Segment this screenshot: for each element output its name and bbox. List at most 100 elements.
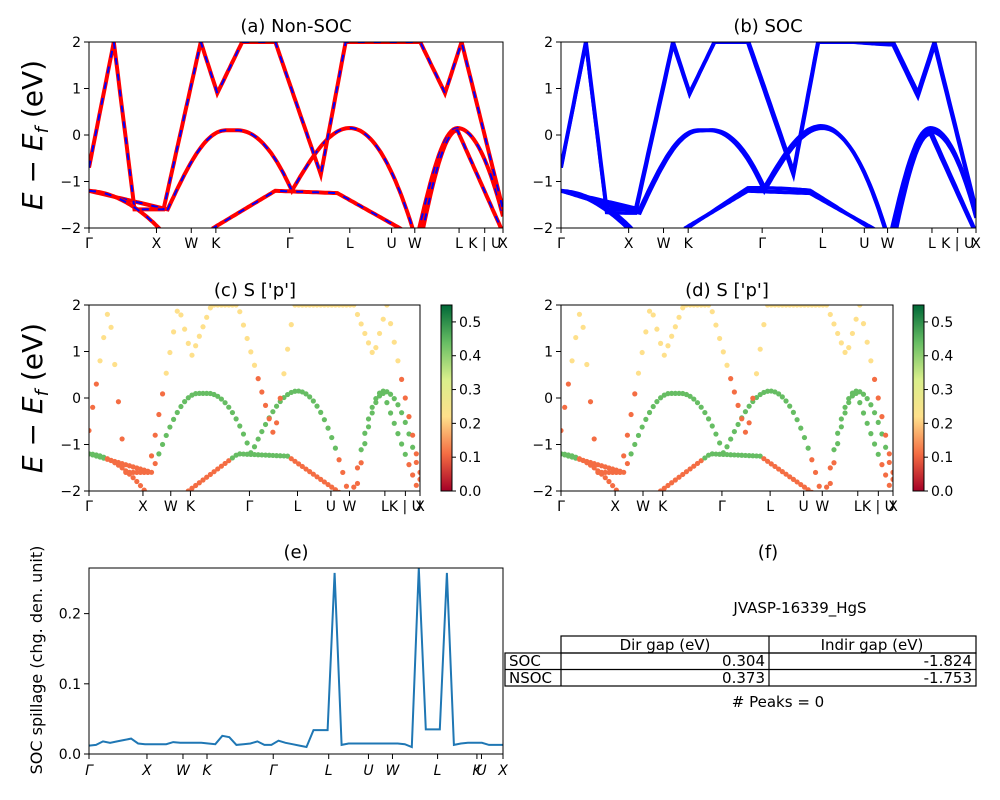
proj-point — [270, 452, 276, 459]
proj-point — [266, 416, 272, 422]
ytick-label: −2 — [60, 484, 81, 500]
proj-point — [417, 469, 420, 475]
proj-point — [369, 410, 375, 416]
proj-point — [248, 451, 254, 458]
proj-point — [354, 465, 361, 471]
xtick-label: X — [624, 236, 634, 252]
proj-point — [358, 321, 364, 327]
proj-point — [163, 370, 169, 376]
proj-point — [632, 441, 638, 448]
proj-point — [624, 460, 631, 467]
proj-point — [259, 452, 265, 458]
proj-point — [824, 305, 830, 308]
plot-area — [89, 305, 420, 491]
proj-point — [868, 358, 874, 364]
proj-point — [178, 312, 184, 318]
proj-point — [742, 409, 749, 415]
proj-point — [883, 472, 889, 478]
proj-point — [251, 451, 258, 458]
proj-point — [864, 339, 870, 345]
xtick-label: X — [138, 499, 148, 515]
ytick-label: 0.2 — [59, 607, 81, 623]
proj-point — [731, 389, 737, 395]
proj-point — [240, 322, 247, 328]
proj-point — [635, 370, 642, 376]
proj-point — [687, 393, 693, 399]
ytick-label: 0 — [72, 128, 81, 144]
proj-point — [299, 463, 305, 470]
proj-point — [104, 311, 110, 317]
proj-point — [314, 403, 320, 409]
proj-point — [871, 441, 878, 447]
proj-point — [130, 475, 136, 481]
proj-point — [399, 376, 405, 382]
proj-point — [643, 329, 649, 335]
row-soc-dir: 0.304 — [722, 652, 765, 670]
proj-point — [369, 404, 375, 410]
colorbar-tick-label: 0.0 — [459, 484, 481, 500]
proj-point — [281, 453, 287, 459]
proj-point — [669, 390, 675, 396]
proj-point — [215, 466, 221, 472]
proj-point — [373, 345, 379, 351]
proj-point — [126, 471, 133, 477]
ytick-label: −1 — [60, 438, 81, 454]
panel-d-title: (d) S ['p'] — [685, 280, 769, 301]
proj-point — [794, 479, 800, 485]
proj-point — [148, 453, 155, 459]
proj-point — [790, 476, 797, 482]
proj-point — [610, 483, 616, 489]
proj-point — [285, 346, 291, 352]
proj-point — [170, 416, 177, 422]
proj-point — [824, 484, 830, 490]
xtick-label: W — [636, 499, 650, 515]
panel-a: 210−1−2Γ X W K Γ L U W L K | UX — [60, 35, 508, 252]
proj-point — [362, 430, 368, 436]
colorbar-tick-label: 0.2 — [931, 416, 953, 432]
proj-point — [332, 487, 339, 491]
proj-point — [831, 447, 837, 453]
xtick-label: X — [888, 499, 898, 515]
xtick-label: L — [325, 763, 333, 779]
proj-point — [156, 451, 162, 457]
proj-point — [639, 424, 645, 430]
proj-point — [255, 436, 261, 442]
proj-point — [97, 358, 103, 364]
xtick-label: X — [497, 763, 508, 779]
xtick-label: Γ — [758, 236, 766, 252]
proj-point — [332, 445, 339, 451]
xtick-label: L — [766, 499, 774, 515]
proj-point — [717, 451, 723, 457]
proj-point — [189, 485, 195, 491]
proj-point — [809, 457, 815, 463]
col-dir-gap: Dir gap (eV) — [620, 636, 711, 654]
proj-point — [698, 458, 704, 464]
proj-point — [229, 409, 236, 416]
proj-point — [591, 465, 597, 471]
proj-point — [621, 453, 627, 459]
xtick-label: K — [202, 763, 213, 779]
xtick-label: U — [363, 763, 373, 779]
colorbar-tick-label: 0.3 — [931, 383, 953, 399]
proj-point — [244, 335, 250, 342]
proj-point — [410, 432, 416, 438]
proj-point — [281, 371, 287, 377]
xtick-label: U — [799, 499, 809, 515]
proj-point — [746, 403, 752, 409]
xtick-label: W — [386, 763, 401, 779]
proj-point — [702, 409, 708, 416]
proj-point — [384, 305, 390, 308]
proj-point — [890, 476, 893, 482]
xtick-label: Γ — [718, 499, 726, 515]
proj-point — [395, 402, 401, 408]
proj-point — [761, 322, 767, 328]
proj-point — [358, 460, 364, 466]
proj-point — [336, 489, 342, 491]
proj-point — [731, 428, 737, 435]
proj-point — [229, 455, 236, 461]
xtick-label: K — [472, 763, 483, 779]
xtick-label: L — [381, 499, 389, 515]
proj-point — [373, 395, 379, 402]
proj-point — [735, 421, 741, 428]
ylabel-row1: E − Ef (eV) — [16, 60, 53, 210]
